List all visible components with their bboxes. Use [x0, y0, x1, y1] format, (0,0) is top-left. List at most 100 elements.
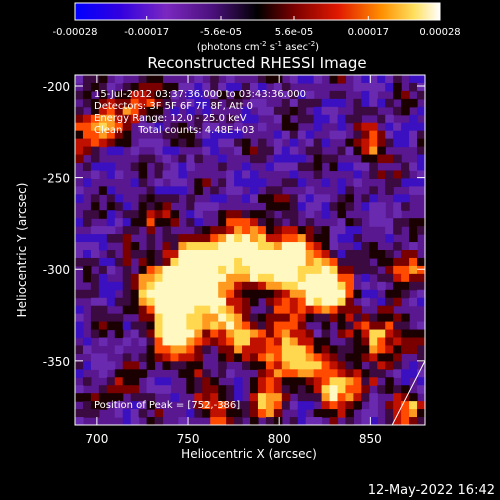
heatmap-cell: [385, 250, 394, 259]
heatmap-cell: [321, 202, 331, 211]
heatmap-cell: [313, 138, 323, 148]
heatmap-cell: [281, 202, 291, 211]
heatmap-cell: [162, 186, 172, 195]
heatmap-cell: [273, 82, 283, 92]
heatmap-cell: [369, 401, 378, 410]
heatmap-cell: [377, 257, 386, 267]
heatmap-cell: [281, 377, 291, 386]
heatmap-cell: [273, 154, 283, 164]
heatmap-cell: [218, 250, 227, 259]
heatmap-cell: [297, 281, 307, 291]
heatmap-cell: [281, 122, 291, 132]
heatmap-cell: [337, 289, 347, 299]
annotation-detectors: Detectors: 3F 5F 6F 7F 8F, Att 0: [94, 101, 253, 112]
heatmap-cell: [313, 242, 323, 251]
heatmap-cell: [329, 226, 339, 235]
heatmap-cell: [281, 401, 291, 410]
heatmap-cell: [353, 146, 362, 156]
heatmap-cell: [154, 257, 164, 267]
heatmap-cell: [218, 265, 227, 275]
heatmap-cell: [218, 369, 227, 378]
heatmap-cell: [289, 417, 299, 425]
heatmap-cell: [218, 257, 227, 267]
heatmap-cell: [337, 250, 347, 259]
heatmap-cell: [122, 305, 132, 315]
heatmap-cell: [170, 297, 179, 307]
heatmap-cell: [146, 82, 156, 92]
heatmap-cell: [114, 385, 124, 394]
heatmap-cell: [154, 305, 164, 315]
heatmap-cell: [337, 226, 347, 235]
heatmap-cell: [210, 186, 219, 195]
heatmap-cell: [329, 265, 339, 275]
heatmap-cell: [162, 353, 172, 362]
heatmap-cell: [202, 321, 211, 331]
heatmap-cell: [385, 234, 394, 243]
heatmap-cell: [409, 369, 418, 378]
heatmap-cell: [385, 154, 394, 164]
heatmap-cell: [250, 210, 259, 219]
heatmap-cell: [289, 90, 299, 100]
heatmap-cell: [138, 337, 148, 347]
heatmap-cell: [297, 393, 307, 402]
heatmap-cell: [281, 345, 291, 354]
heatmap-cell: [106, 146, 116, 156]
heatmap-cell: [329, 289, 339, 299]
heatmap-cell: [210, 417, 219, 425]
heatmap-cell: [242, 170, 251, 179]
heatmap-cell: [353, 82, 362, 92]
heatmap-cell: [377, 130, 386, 140]
heatmap-cell: [218, 210, 227, 219]
heatmap-cell: [305, 281, 315, 291]
heatmap-cell: [393, 130, 402, 140]
y-axis-label: Heliocentric Y (arcsec): [15, 183, 29, 318]
heatmap-cell: [250, 409, 259, 418]
heatmap-cell: [82, 273, 92, 283]
heatmap-cell: [289, 257, 299, 267]
heatmap-cell: [122, 273, 132, 283]
heatmap-cell: [257, 218, 267, 227]
heatmap-cell: [297, 194, 307, 203]
heatmap-cell: [146, 98, 156, 108]
heatmap-cell: [82, 178, 92, 187]
heatmap-cell: [226, 289, 235, 299]
heatmap-cell: [114, 234, 124, 243]
heatmap-cell: [257, 385, 267, 394]
heatmap-cell: [130, 162, 140, 172]
heatmap-cell: [353, 361, 362, 370]
heatmap-cell: [170, 170, 179, 179]
heatmap-cell: [170, 210, 179, 219]
heatmap-cell: [321, 106, 331, 116]
heatmap-cell: [393, 106, 402, 116]
heatmap-cell: [130, 90, 140, 100]
heatmap-cell: [106, 385, 116, 394]
heatmap-cell: [289, 305, 299, 315]
heatmap-cell: [281, 257, 291, 267]
heatmap-cell: [122, 281, 132, 291]
heatmap-cell: [257, 353, 267, 362]
heatmap-cell: [289, 178, 299, 187]
heatmap-cell: [329, 361, 339, 370]
heatmap-cell: [305, 401, 315, 410]
heatmap-cell: [122, 385, 132, 394]
heatmap-cell: [170, 194, 179, 203]
heatmap-cell: [385, 138, 394, 148]
heatmap-cell: [345, 234, 354, 243]
heatmap-cell: [75, 361, 84, 370]
heatmap-cell: [202, 305, 211, 315]
heatmap-cell: [321, 401, 331, 410]
heatmap-cell: [146, 218, 156, 227]
heatmap-cell: [401, 369, 410, 378]
heatmap-cell: [178, 122, 187, 132]
heatmap-cell: [369, 250, 378, 259]
heatmap-cell: [250, 393, 259, 402]
heatmap-cell: [250, 218, 259, 227]
heatmap-cell: [178, 138, 187, 148]
heatmap-cell: [401, 122, 410, 132]
heatmap-cell: [194, 114, 203, 124]
heatmap-cell: [202, 98, 211, 108]
heatmap-cell: [138, 106, 148, 116]
heatmap-cell: [154, 265, 164, 275]
heatmap-cell: [178, 297, 187, 307]
heatmap-cell: [345, 409, 354, 418]
